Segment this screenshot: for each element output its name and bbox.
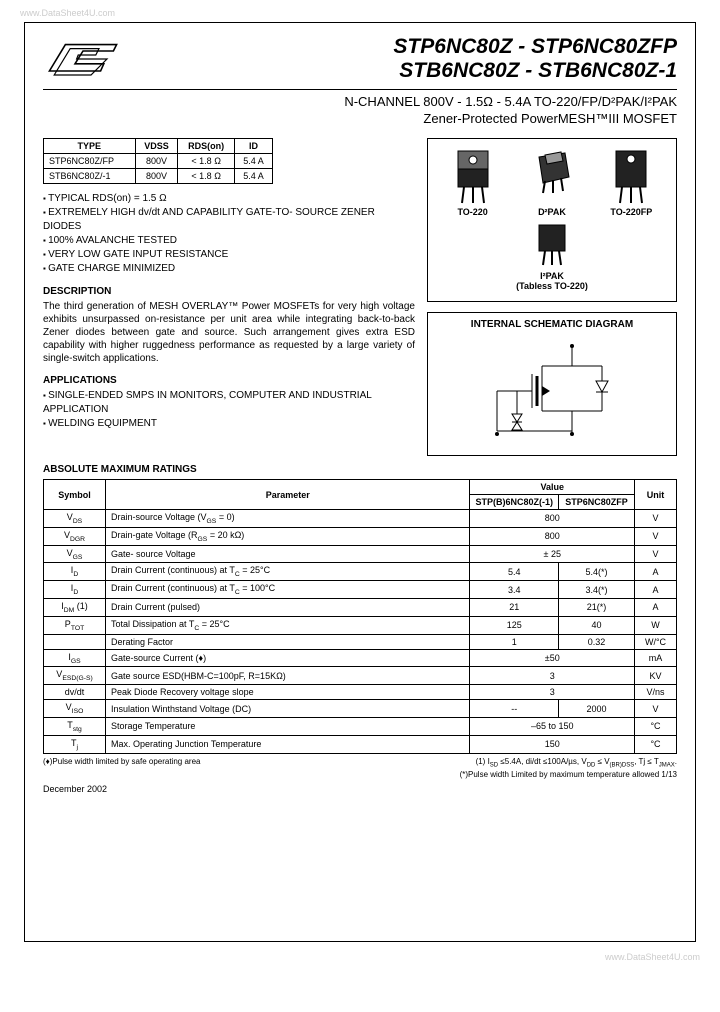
title-block: STP6NC80Z - STP6NC80ZFP STB6NC80Z - STB6… [143, 35, 677, 83]
footer: December 2002 [43, 784, 677, 794]
description-text: The third generation of MESH OVERLAY™ Po… [43, 300, 415, 365]
footer-date: December 2002 [43, 784, 107, 794]
th-value: Value [470, 480, 635, 495]
header: STP6NC80Z - STP6NC80ZFP STB6NC80Z - STB6… [43, 35, 677, 90]
subtitle: N-CHANNEL 800V - 1.5Ω - 5.4A TO-220/FP/D… [43, 94, 677, 128]
title-line-2: STB6NC80Z - STB6NC80Z-1 [143, 59, 677, 83]
pkg-d2pak: D²PAK [527, 149, 577, 217]
schematic-box: INTERNAL SCHEMATIC DIAGRAM [427, 312, 677, 456]
watermark-top: www.DataSheet4U.com [0, 0, 720, 22]
package-box: TO-220 D²PAK [427, 138, 677, 302]
th-symbol: Symbol [44, 480, 106, 510]
feature-item: 100% AVALANCHE TESTED [43, 234, 415, 248]
subtitle-l2: Zener-Protected PowerMESH™III MOSFET [43, 111, 677, 128]
feature-list: TYPICAL RDS(on) = 1.5 ΩEXTREMELY HIGH dv… [43, 192, 415, 276]
ratings-title: ABSOLUTE MAXIMUM RATINGS [43, 464, 677, 475]
ratings-table: Symbol Parameter Value Unit STP(B)6NC80Z… [43, 479, 677, 754]
left-column: TYPEVDSSRDS(on)ID STP6NC80Z/FP800V< 1.8 … [43, 138, 415, 456]
applications-head: APPLICATIONS [43, 375, 415, 386]
feature-item: VERY LOW GATE INPUT RESISTANCE [43, 248, 415, 262]
application-item: WELDING EQUIPMENT [43, 417, 415, 431]
feature-item: TYPICAL RDS(on) = 1.5 Ω [43, 192, 415, 206]
pkg-to220: TO-220 [448, 149, 498, 217]
pkg-to220fp: TO-220FP [606, 149, 656, 217]
th-param: Parameter [106, 480, 470, 510]
description-head: DESCRIPTION [43, 286, 415, 297]
footnote-left: (♦)Pulse width limited by safe operating… [43, 757, 201, 781]
footnote-r1: (1) ISD ≤5.4A, di/dt ≤100A/µs, VDD ≤ V(B… [460, 757, 677, 770]
watermark-bottom: www.DataSheet4U.com [0, 946, 720, 972]
footnote-r2: (*)Pulse width Limited by maximum temper… [460, 770, 677, 780]
page-frame: STP6NC80Z - STP6NC80ZFP STB6NC80Z - STB6… [24, 22, 696, 942]
th-sub1: STP(B)6NC80Z(-1) [470, 495, 559, 510]
title-line-1: STP6NC80Z - STP6NC80ZFP [143, 35, 677, 59]
subtitle-l1: N-CHANNEL 800V - 1.5Ω - 5.4A TO-220/FP/D… [43, 94, 677, 111]
schematic-title: INTERNAL SCHEMATIC DIAGRAM [434, 319, 670, 330]
application-item: SINGLE-ENDED SMPS IN MONITORS, COMPUTER … [43, 389, 415, 417]
right-column: TO-220 D²PAK [427, 138, 677, 456]
applications-list: SINGLE-ENDED SMPS IN MONITORS, COMPUTER … [43, 389, 415, 431]
spec-table: TYPEVDSSRDS(on)ID STP6NC80Z/FP800V< 1.8 … [43, 138, 273, 184]
feature-item: EXTREMELY HIGH dv/dt AND CAPABILITY GATE… [43, 206, 415, 234]
feature-item: GATE CHARGE MINIMIZED [43, 262, 415, 276]
footnotes: (♦)Pulse width limited by safe operating… [43, 757, 677, 781]
schematic-diagram [462, 336, 642, 446]
pkg-i2pak: I²PAK (Tabless TO-220) [434, 223, 670, 291]
th-sub2: STP6NC80ZFP [559, 495, 635, 510]
st-logo [43, 35, 143, 83]
th-unit: Unit [635, 480, 677, 510]
